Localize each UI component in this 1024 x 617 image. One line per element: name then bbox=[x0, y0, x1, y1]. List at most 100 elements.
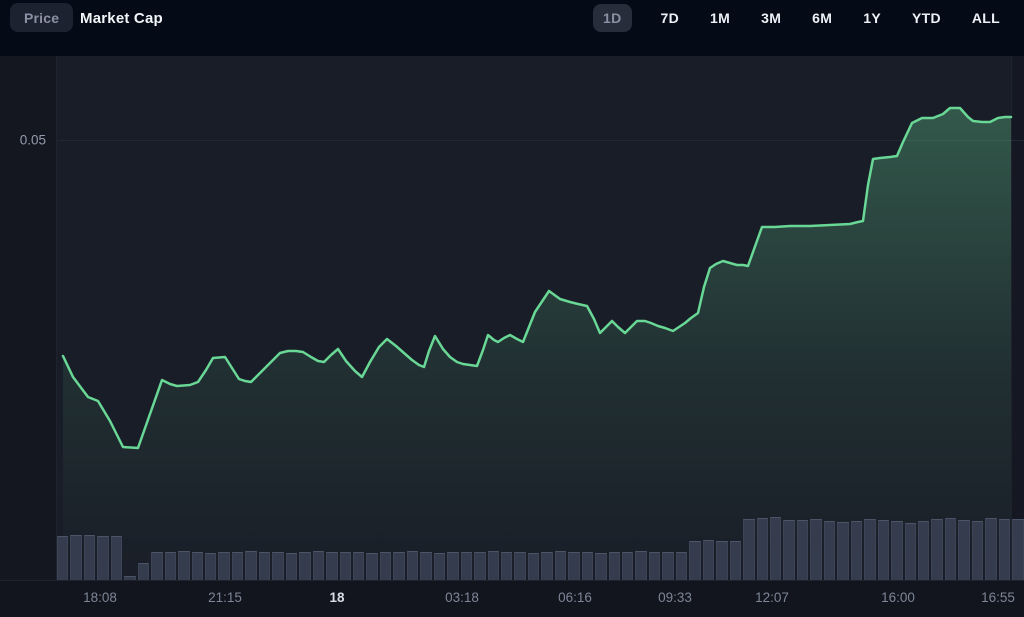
volume-bars bbox=[57, 517, 1024, 580]
x-axis-label-1207: 12:07 bbox=[755, 590, 789, 605]
price-chart[interactable] bbox=[0, 56, 1024, 580]
volume-bar bbox=[958, 520, 970, 580]
volume-bar bbox=[702, 540, 715, 580]
price-area-fill bbox=[63, 108, 1011, 580]
volume-bar bbox=[433, 553, 446, 580]
volume-bar bbox=[918, 521, 930, 580]
volume-bar bbox=[514, 552, 526, 580]
volume-bar bbox=[985, 518, 997, 580]
volume-bar bbox=[998, 519, 1011, 580]
x-axis-label-0933: 09:33 bbox=[658, 590, 692, 605]
volume-bar bbox=[622, 552, 634, 580]
volume-bar bbox=[352, 552, 365, 580]
volume-bar bbox=[729, 541, 742, 580]
volume-bar bbox=[581, 552, 594, 580]
volume-bar bbox=[783, 520, 795, 580]
volume-bar bbox=[339, 552, 351, 580]
volume-bar bbox=[527, 553, 540, 580]
volume-bar bbox=[595, 553, 607, 580]
volume-bar bbox=[406, 551, 419, 580]
volume-bar bbox=[554, 551, 567, 580]
volume-bar bbox=[904, 523, 916, 580]
x-axis-label-1600: 16:00 bbox=[881, 590, 915, 605]
volume-bar bbox=[891, 521, 903, 580]
range-button-6m[interactable]: 6M bbox=[810, 4, 834, 32]
volume-bar bbox=[635, 551, 647, 580]
volume-bar bbox=[662, 552, 674, 580]
range-selector: 1D 7D 1M 3M 6M 1Y YTD ALL bbox=[593, 3, 1002, 33]
volume-bar bbox=[648, 552, 661, 580]
range-button-all[interactable]: ALL bbox=[970, 4, 1002, 32]
volume-bar bbox=[97, 536, 109, 580]
x-axis-label-18: 18 bbox=[329, 590, 345, 605]
chart-area: 0.05 18:08 21:15 18 03:18 06:16 09:33 12:07 16:… bbox=[0, 56, 1024, 617]
volume-bar bbox=[608, 552, 621, 580]
y-axis-tick-label: 0.05 bbox=[19, 132, 46, 148]
x-axis-label-2115: 21:15 bbox=[208, 590, 242, 605]
volume-bar bbox=[971, 521, 984, 580]
volume-bar bbox=[447, 552, 459, 580]
volume-bar bbox=[675, 552, 688, 580]
volume-bar bbox=[110, 536, 123, 580]
volume-bar bbox=[151, 552, 163, 580]
right-margin-strip bbox=[1011, 56, 1024, 580]
range-button-1m[interactable]: 1M bbox=[708, 4, 732, 32]
volume-bar bbox=[837, 522, 849, 580]
x-axis-label-1655: 16:55 bbox=[981, 590, 1015, 605]
volume-bar bbox=[877, 520, 890, 580]
volume-bar bbox=[245, 551, 257, 580]
volume-bar bbox=[541, 552, 553, 580]
range-button-3m[interactable]: 3M bbox=[759, 4, 783, 32]
volume-bar bbox=[823, 521, 836, 580]
volume-bar bbox=[164, 552, 177, 580]
chart-header: Price Market Cap 1D 7D 1M 3M 6M 1Y YTD ALL bbox=[0, 0, 1024, 56]
volume-bar bbox=[487, 551, 499, 580]
range-button-1d[interactable]: 1D bbox=[593, 4, 632, 32]
volume-bar bbox=[500, 552, 513, 580]
range-button-ytd[interactable]: YTD bbox=[910, 4, 943, 32]
volume-bar bbox=[379, 552, 392, 580]
volume-bar bbox=[70, 535, 82, 580]
volume-bar bbox=[716, 541, 728, 580]
volume-bar bbox=[568, 552, 580, 580]
volume-bar bbox=[178, 551, 190, 580]
volume-bar bbox=[743, 519, 755, 580]
volume-bar bbox=[756, 518, 769, 580]
price-line bbox=[61, 106, 1013, 450]
volume-bar bbox=[137, 563, 150, 580]
gridline-0.05 bbox=[57, 140, 1024, 141]
x-axis-label-0318: 03:18 bbox=[445, 590, 479, 605]
volume-bar bbox=[231, 552, 244, 580]
volume-bar bbox=[796, 520, 809, 580]
volume-bar bbox=[204, 553, 217, 580]
volume-bar bbox=[474, 552, 486, 580]
volume-bar bbox=[191, 552, 203, 580]
range-button-1y[interactable]: 1Y bbox=[861, 4, 883, 32]
volume-bar bbox=[944, 518, 957, 580]
volume-bar bbox=[299, 552, 311, 580]
volume-bar bbox=[326, 552, 338, 580]
volume-bar bbox=[83, 535, 96, 580]
volume-bar bbox=[770, 517, 782, 580]
volume-bar bbox=[57, 536, 69, 580]
x-axis: 18:08 21:15 18 03:18 06:16 09:33 12:07 16:00 16:… bbox=[0, 580, 1024, 617]
volume-bar bbox=[810, 519, 822, 580]
volume-bar bbox=[420, 552, 432, 580]
volume-bar bbox=[366, 553, 378, 580]
volume-bar bbox=[1012, 519, 1024, 580]
volume-bar bbox=[258, 552, 271, 580]
volume-bar bbox=[312, 551, 325, 580]
price-toggle-button[interactable]: Price bbox=[10, 3, 74, 32]
volume-bar bbox=[850, 521, 863, 580]
market-cap-toggle[interactable]: Market Cap bbox=[80, 9, 163, 27]
volume-bar bbox=[931, 519, 943, 580]
volume-bar bbox=[285, 553, 298, 580]
volume-bar bbox=[218, 552, 230, 580]
range-button-7d[interactable]: 7D bbox=[659, 4, 682, 32]
volume-bar bbox=[393, 552, 405, 580]
x-axis-label-1808: 18:08 bbox=[83, 590, 117, 605]
volume-bar bbox=[272, 552, 284, 580]
volume-bar bbox=[864, 519, 876, 580]
volume-bar bbox=[124, 576, 136, 580]
